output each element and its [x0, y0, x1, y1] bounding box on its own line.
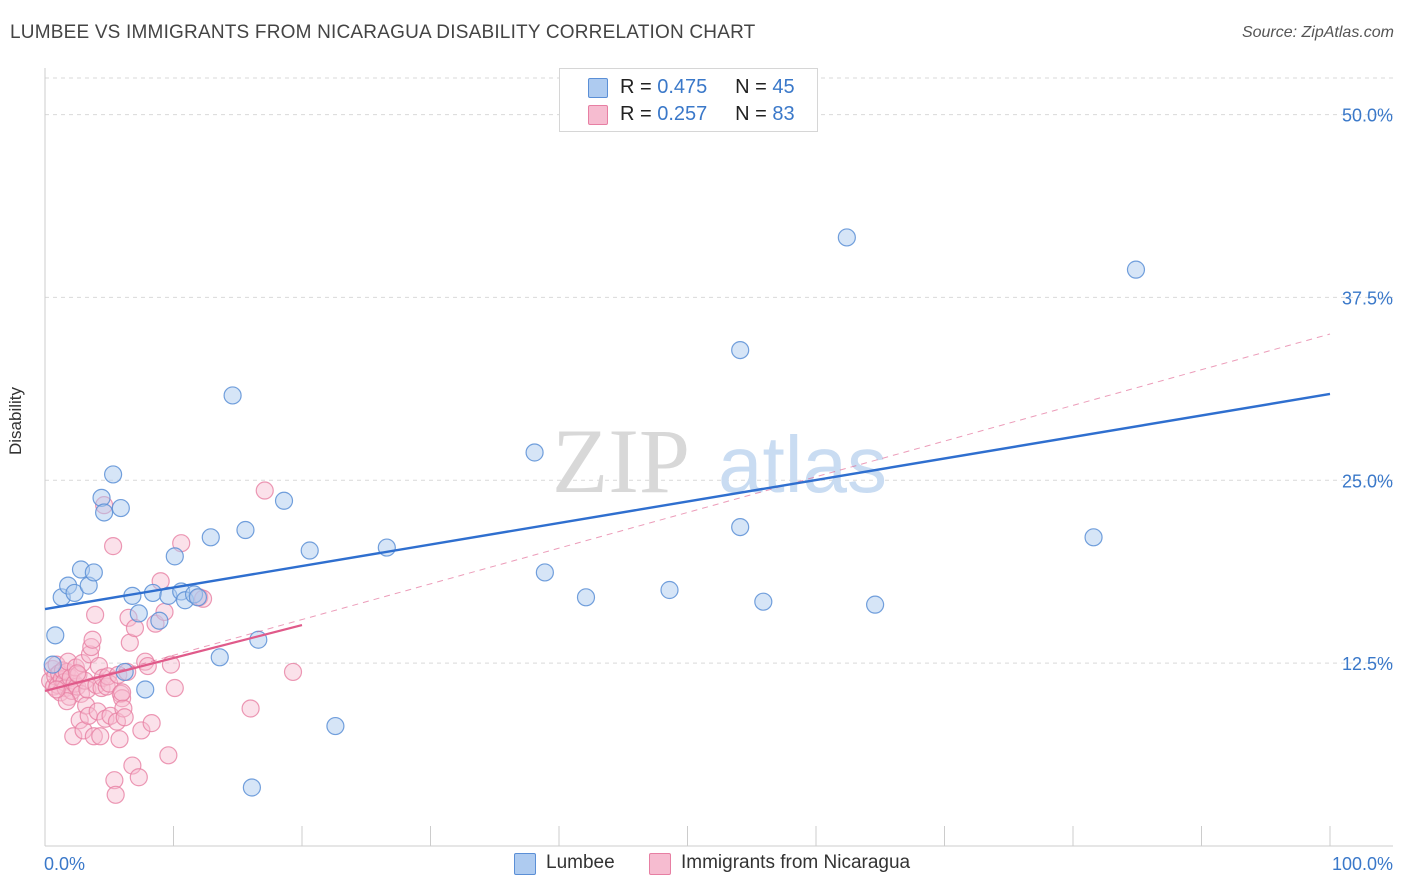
lumbee-points: [43, 228, 1146, 797]
lumbee-point: [300, 541, 319, 560]
nicaragua-trend-extended: [44, 333, 1331, 692]
nicaragua-point: [89, 656, 109, 676]
lumbee-point: [274, 491, 294, 510]
nicaragua-point: [68, 664, 87, 683]
nicaragua-point: [57, 692, 76, 711]
lumbee-point: [1084, 528, 1103, 547]
lumbee-point: [731, 517, 750, 537]
x-tick-label: 0.0%: [44, 854, 85, 874]
lumbee-point: [150, 611, 169, 630]
nicaragua-point: [83, 630, 102, 649]
lumbee-point: [754, 592, 773, 611]
nicaragua-point: [255, 481, 274, 500]
lumbee-point: [1126, 260, 1146, 279]
lumbee-point: [210, 648, 229, 667]
nicaragua-point: [165, 678, 184, 698]
source-label: Source: ZipAtlas.com: [1241, 24, 1394, 41]
lumbee-point: [525, 443, 544, 462]
lumbee-point: [535, 563, 554, 582]
lumbee-point: [84, 563, 103, 582]
nicaragua-point: [142, 714, 161, 733]
lumbee-point: [242, 778, 261, 797]
watermark-zip: ZIP: [552, 410, 690, 512]
lumbee-point: [43, 655, 62, 674]
r-label: R =: [620, 76, 652, 98]
chart-title: LUMBEE VS IMMIGRANTS FROM NICARAGUA DISA…: [10, 22, 756, 43]
lumbee-point: [576, 588, 596, 607]
n-value: 83: [772, 103, 795, 125]
lumbee-point: [111, 498, 130, 518]
nicaragua-point: [64, 727, 83, 746]
n-value: 45: [772, 76, 795, 98]
nicaragua-point: [106, 785, 125, 804]
lumbee-point: [236, 520, 255, 540]
nicaragua-point: [241, 699, 260, 718]
lumbee-swatch: [588, 78, 608, 98]
r-value: 0.475: [657, 76, 708, 98]
y-tick-label: 25.0%: [1342, 471, 1393, 491]
tick-labels: 12.5% 25.0% 37.5% 50.0% 0.0% 100.0%: [44, 106, 1393, 874]
r-value: 0.257: [657, 103, 708, 125]
nicaragua-point: [123, 756, 142, 775]
trend-lines: [44, 333, 1331, 693]
lumbee-point: [837, 228, 856, 247]
nicaragua-trend-line: [44, 624, 303, 693]
nicaragua-point: [159, 746, 178, 765]
lumbee-point: [223, 386, 242, 405]
lumbee-point: [65, 583, 84, 603]
lumbee-swatch: [514, 853, 536, 875]
lumbee-point: [46, 626, 65, 645]
nicaragua-swatch: [649, 853, 671, 875]
correlation-legend: R = 0.475 N = 45 R = 0.257 N = 83: [559, 68, 818, 132]
lumbee-point: [731, 340, 750, 360]
lumbee-point: [201, 528, 220, 547]
watermark: ZIP atlas: [552, 410, 887, 512]
lumbee-point: [188, 588, 208, 607]
nicaragua-point: [82, 637, 101, 657]
nicaragua-swatch: [588, 105, 608, 125]
nicaragua-point: [283, 662, 303, 682]
nicaragua-point: [105, 771, 124, 790]
lumbee-point: [660, 580, 679, 600]
lumbee-point: [165, 547, 184, 566]
watermark-atlas: atlas: [718, 420, 887, 509]
lumbee-point: [104, 465, 123, 484]
legend-label: Lumbee: [546, 852, 615, 873]
lumbee-trend-line: [44, 392, 1331, 611]
r-label: R =: [620, 103, 652, 125]
y-tick-label: 37.5%: [1342, 288, 1393, 308]
nicaragua-point: [129, 768, 148, 787]
n-label: N =: [735, 103, 767, 125]
nicaragua-point: [91, 727, 110, 746]
legend-label: Immigrants from Nicaragua: [681, 852, 911, 873]
nicaragua-point: [96, 709, 115, 728]
lumbee-point: [129, 604, 148, 623]
axes: [44, 68, 1393, 847]
nicaragua-point: [110, 730, 129, 749]
nicaragua-point: [112, 683, 132, 702]
nicaragua-point: [132, 721, 151, 740]
lumbee-point: [95, 503, 114, 522]
nicaragua-point: [86, 605, 105, 624]
nicaragua-point: [84, 727, 103, 746]
n-label: N =: [735, 76, 767, 98]
lumbee-point: [136, 680, 155, 699]
lumbee-point: [326, 716, 345, 736]
x-tick-label: 100.0%: [1332, 854, 1393, 874]
lumbee-point: [866, 595, 885, 614]
y-tick-label: 12.5%: [1342, 654, 1393, 674]
nicaragua-point: [104, 537, 123, 556]
y-tick-label: 50.0%: [1342, 106, 1393, 126]
nicaragua-point: [115, 708, 134, 727]
